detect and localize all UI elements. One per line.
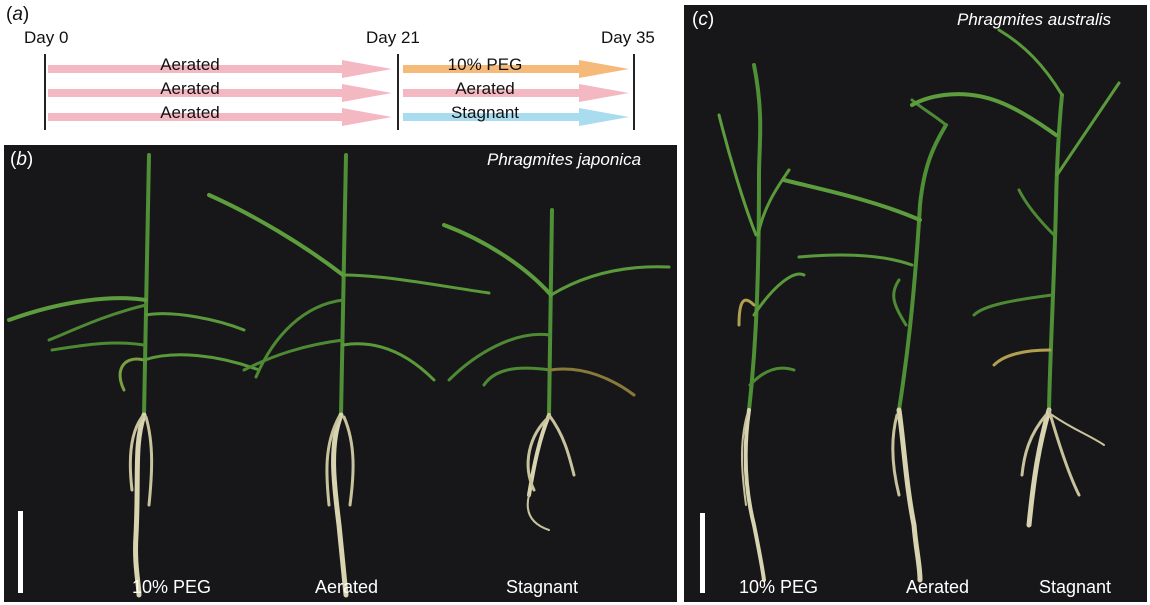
panel-b-plants [7, 153, 671, 598]
panel-b-photo: (b) Phragmites japonica 10% PEG Aerated … [4, 145, 677, 602]
panel-b-species: Phragmites japonica [487, 150, 642, 169]
row2-phase2-label: Aerated [455, 79, 515, 98]
day-35-label: Day 35 [601, 28, 655, 47]
row3-phase1-arrow [48, 108, 392, 126]
row1-phase2-label: 10% PEG [447, 55, 523, 74]
row1-phase1-arrow [48, 60, 392, 78]
row3-phase2-arrow [403, 108, 629, 126]
panel-b-label-aerated: Aerated [315, 577, 379, 597]
row2-phase1-arrow [48, 84, 392, 102]
day-21-label: Day 21 [366, 28, 420, 47]
row2-phase1-label: Aerated [160, 79, 220, 98]
panel-c-label-stagnant: Stagnant [1039, 577, 1112, 597]
row3-phase1-label: Aerated [160, 103, 220, 122]
day-21-line [397, 54, 399, 130]
panel-c-letter: (c) [692, 9, 715, 30]
panel-b-letter: (b) [10, 149, 34, 170]
panel-c-scale-bar [700, 513, 705, 593]
panel-c-species: Phragmites australis [957, 10, 1112, 29]
day-0-line [44, 54, 46, 130]
row1-phase2-arrow [403, 60, 629, 78]
day-35-line [633, 54, 635, 130]
row3-phase2-label: Stagnant [450, 103, 520, 122]
row1-phase1-label: Aerated [160, 55, 220, 74]
panel-a-letter: (a) [6, 4, 30, 25]
panel-c-label-peg: 10% PEG [739, 577, 819, 597]
panel-b-label-stagnant: Stagnant [506, 577, 579, 597]
row2-phase2-arrow [403, 84, 629, 102]
panel-c-photo: (c) Phragmites australis 10% PEG Aerated… [684, 5, 1147, 602]
panel-c-label-aerated: Aerated [906, 577, 970, 597]
day-0-label: Day 0 [24, 28, 69, 47]
panel-b-label-peg: 10% PEG [132, 577, 212, 597]
panel-b-scale-bar [18, 511, 23, 593]
panel-c-plants [717, 28, 1121, 583]
